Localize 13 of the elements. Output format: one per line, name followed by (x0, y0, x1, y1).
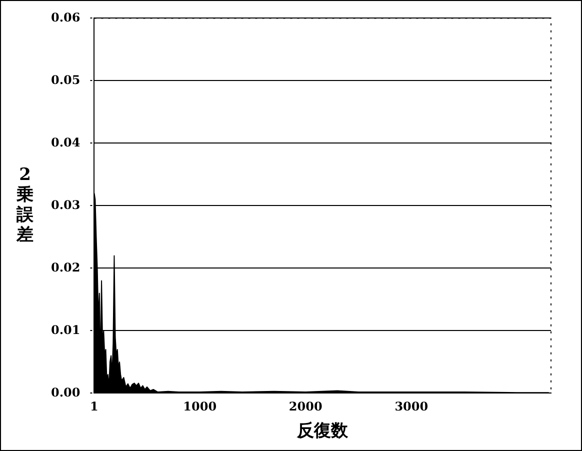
x-tick-label: 3000 (394, 400, 428, 414)
y-tick-label: 0.00 (50, 385, 80, 400)
x-tick-label: 1000 (183, 400, 217, 414)
y-tick-label: 0.02 (50, 260, 80, 274)
x-tick-label: 2000 (288, 400, 322, 414)
y-tick-label: 0.05 (50, 72, 80, 87)
y-tick-label: 0.03 (50, 198, 80, 212)
y-tick-label: 0.01 (50, 322, 80, 337)
x-tick-label: 1 (90, 400, 98, 414)
y-axis-title: 2乗誤差 (16, 165, 34, 246)
y-tick-label: 0.06 (50, 10, 80, 24)
y-tick-label: 0.04 (50, 135, 80, 150)
x-axis-title: 反復数 (296, 421, 350, 442)
